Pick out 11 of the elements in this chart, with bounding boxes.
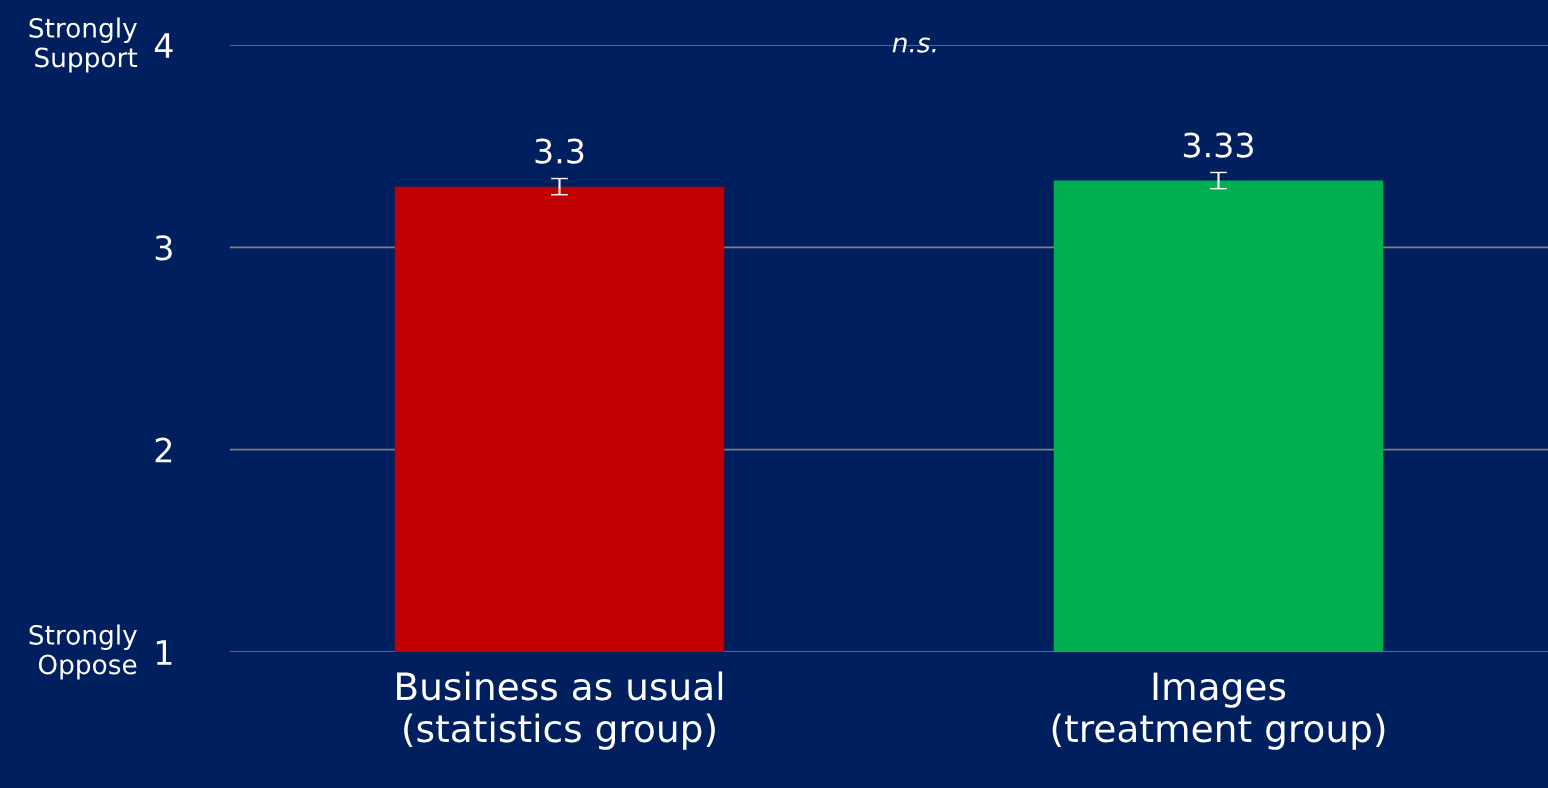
x-tick-label: Business as usual (statistics group) [397,671,723,750]
y-tick-label: 1 [156,640,172,665]
y-tick-label: 3 [155,235,172,261]
data-label: 3.33 [1183,132,1253,158]
annotation: n.s. [892,37,936,53]
x-tick-label: Images (treatment group) [1052,672,1385,750]
data-label: 3.3 [535,138,584,164]
y-tick-label: 4 [154,33,173,58]
text: Strongly Support [29,17,138,73]
y-tick-label: 2 [155,437,172,463]
text: Strongly Oppose [29,624,137,680]
